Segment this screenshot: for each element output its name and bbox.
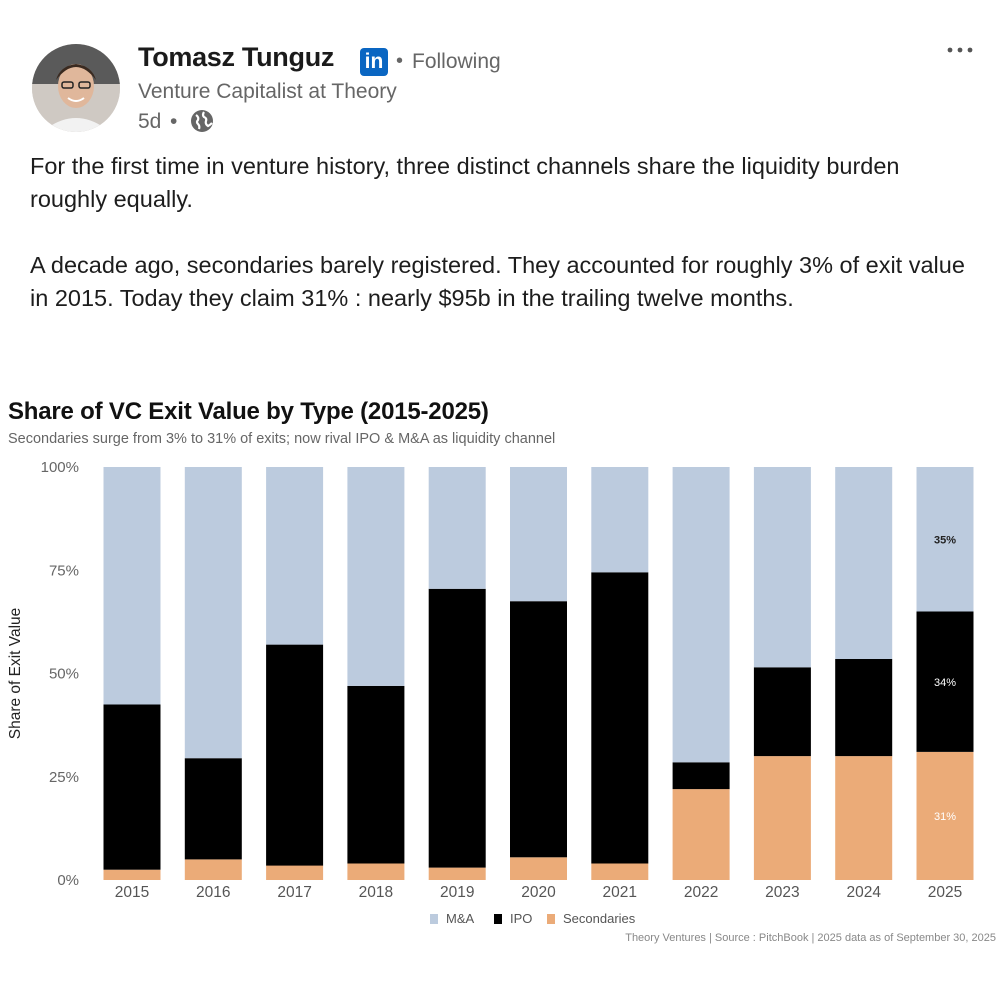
post-text: For the first time in venture history, t… — [30, 150, 980, 315]
y-tick-label: 50% — [49, 666, 79, 683]
x-tick-label: 2025 — [928, 884, 962, 901]
post-timestamp[interactable]: 5d — [138, 110, 162, 133]
author-headline: Venture Capitalist at Theory — [138, 80, 397, 103]
bar-m-a-2025[interactable] — [916, 467, 974, 612]
bar-ipo-2024[interactable] — [835, 659, 893, 757]
bar-ipo-2018[interactable] — [347, 685, 405, 864]
globe-icon — [191, 110, 213, 132]
bar-ipo-2025[interactable] — [916, 611, 974, 752]
more-horizontal-icon[interactable] — [944, 38, 976, 62]
chart-subtitle: Secondaries surge from 3% to 31% of exit… — [8, 431, 556, 447]
bar-secondaries-2024[interactable] — [835, 756, 893, 880]
follow-separator: • — [396, 50, 404, 72]
author-name[interactable]: Tomasz Tunguz — [138, 42, 335, 72]
bar-secondaries-2022[interactable] — [672, 789, 730, 880]
legend-swatch — [494, 914, 502, 924]
bar-secondaries-2018[interactable] — [347, 863, 405, 881]
bar-ipo-2020[interactable] — [510, 601, 567, 858]
bar-secondaries-2016[interactable] — [184, 859, 242, 880]
bar-secondaries-2019[interactable] — [428, 867, 486, 880]
bar-secondaries-2017[interactable] — [266, 865, 324, 881]
y-axis-title: Share of Exit Value — [7, 608, 24, 740]
legend-swatch — [430, 914, 438, 924]
bar-secondaries-2023[interactable] — [753, 756, 811, 880]
bar-m-a-2018[interactable] — [347, 467, 405, 686]
bar-ipo-2023[interactable] — [753, 667, 811, 757]
bar-ipo-2015[interactable] — [103, 704, 161, 870]
legend-label: M&A — [446, 911, 475, 926]
bar-ipo-2019[interactable] — [428, 588, 486, 868]
bar-secondaries-2015[interactable] — [103, 869, 161, 880]
legend-label: Secondaries — [563, 911, 636, 926]
y-tick-label: 25% — [49, 769, 79, 786]
bar-m-a-2017[interactable] — [266, 467, 324, 645]
linkedin-badge-icon: in — [360, 48, 388, 76]
x-tick-label: 2023 — [765, 884, 799, 901]
data-label: 35% — [934, 534, 956, 546]
author-avatar[interactable] — [32, 44, 120, 132]
chart-title: Share of VC Exit Value by Type (2015-202… — [8, 398, 489, 425]
x-tick-label: 2019 — [440, 884, 474, 901]
bar-ipo-2022[interactable] — [672, 762, 730, 790]
bar-secondaries-2025[interactable] — [916, 752, 974, 880]
bar-m-a-2021[interactable] — [591, 467, 649, 573]
bar-m-a-2024[interactable] — [835, 467, 893, 659]
x-tick-label: 2017 — [277, 884, 311, 901]
bar-m-a-2016[interactable] — [184, 467, 242, 759]
y-tick-label: 100% — [41, 459, 79, 476]
x-tick-label: 2018 — [359, 884, 393, 901]
legend-swatch — [547, 914, 555, 924]
y-tick-label: 75% — [49, 562, 79, 579]
bar-m-a-2020[interactable] — [510, 467, 567, 602]
post-paragraph-1: For the first time in venture history, t… — [30, 153, 900, 212]
chart-source: Theory Ventures | Source : PitchBook | 2… — [625, 932, 996, 944]
bar-secondaries-2021[interactable] — [591, 863, 649, 881]
bar-m-a-2015[interactable] — [103, 467, 161, 705]
bar-m-a-2019[interactable] — [428, 467, 486, 589]
bar-m-a-2022[interactable] — [672, 467, 730, 763]
data-label: 31% — [934, 811, 956, 823]
x-tick-label: 2015 — [115, 884, 149, 901]
bar-ipo-2016[interactable] — [184, 758, 242, 860]
data-label: 34% — [934, 677, 956, 689]
post-paragraph-2: A decade ago, secondaries barely registe… — [30, 252, 965, 311]
x-tick-label: 2021 — [603, 884, 637, 901]
x-tick-label: 2022 — [684, 884, 718, 901]
y-tick-label: 0% — [57, 872, 79, 889]
follow-status[interactable]: Following — [412, 50, 501, 73]
time-separator: • — [170, 110, 178, 133]
x-tick-label: 2016 — [196, 884, 230, 901]
bar-secondaries-2020[interactable] — [510, 857, 567, 880]
bar-ipo-2021[interactable] — [591, 572, 649, 864]
author-photo — [32, 44, 120, 132]
legend-label: IPO — [510, 911, 532, 926]
exit-value-chart[interactable]: Share of Exit Value 0% 25% 50% 75% 100% 31% 3… — [0, 390, 1008, 996]
bar-m-a-2023[interactable] — [753, 467, 811, 668]
bar-ipo-2017[interactable] — [266, 644, 324, 866]
x-tick-label: 2024 — [846, 884, 881, 901]
x-tick-label: 2020 — [521, 884, 556, 901]
